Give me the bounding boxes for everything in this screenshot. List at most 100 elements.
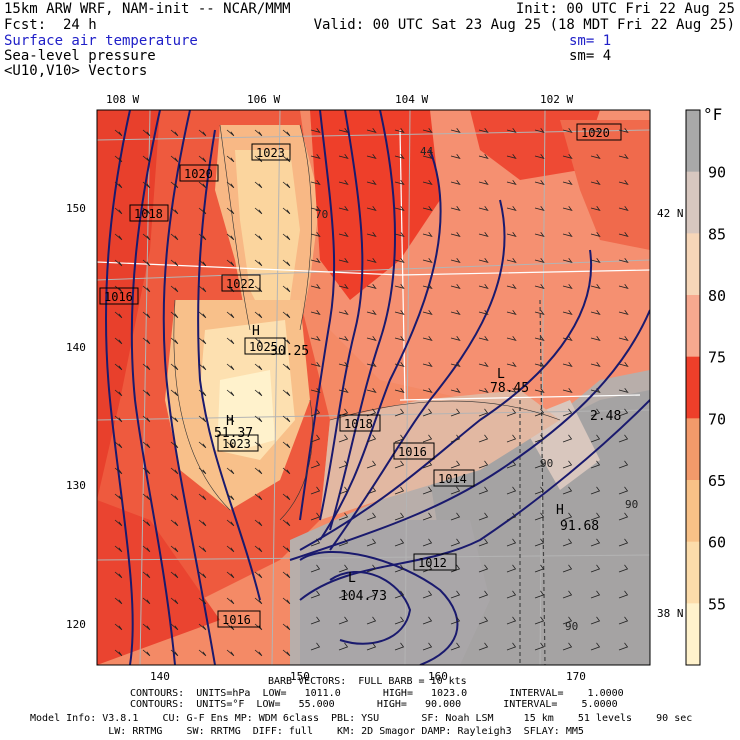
wind-barb: [170, 155, 179, 163]
wind-barb: [338, 258, 349, 263]
wind-barb: [506, 616, 517, 625]
wind-barb: [282, 285, 291, 293]
wind-barb: [254, 311, 263, 319]
wind-barb: [534, 538, 545, 547]
wind-barb: [450, 460, 461, 469]
colorbar-label: 85: [708, 225, 726, 243]
wind-barb: [506, 284, 517, 289]
wind-barb: [450, 564, 461, 573]
wind-barb: [422, 128, 433, 133]
wind-barb: [478, 460, 489, 469]
wind-barb: [590, 642, 601, 651]
wind-barb: [478, 434, 489, 443]
wind-barb: [170, 363, 179, 371]
wind-barb: [366, 590, 377, 599]
wind-barb: [226, 571, 235, 579]
wind-barb: [562, 336, 573, 341]
wind-barb: [142, 571, 151, 579]
wind-barb: [338, 362, 349, 367]
wind-barb: [338, 486, 349, 495]
wind-barb: [618, 362, 629, 367]
svg-text:1025: 1025: [249, 340, 278, 354]
wind-barb: [562, 486, 573, 495]
wind-barb: [394, 460, 405, 469]
wind-barb: [590, 128, 601, 133]
colorbar: °F 90 85 80 75 70 65 60 55: [685, 105, 726, 666]
wind-barb: [226, 597, 235, 605]
colorbar-swatch: [686, 480, 700, 543]
wind-barb: [618, 336, 629, 341]
colorbar-label: 90: [708, 164, 726, 182]
svg-text:160: 160: [428, 670, 448, 683]
wind-barb: [170, 181, 179, 189]
wind-barb: [562, 564, 573, 573]
wind-barb: [310, 206, 321, 211]
wind-barb: [198, 441, 207, 449]
svg-text:130: 130: [66, 479, 86, 492]
svg-text:H: H: [556, 503, 564, 518]
wind-barb: [450, 258, 461, 263]
wind-barb: [478, 642, 489, 651]
colorbar-label: 75: [708, 349, 726, 367]
svg-text:140: 140: [150, 670, 170, 683]
wind-barb: [506, 408, 517, 417]
wind-barb: [142, 545, 151, 553]
wind-barb: [114, 519, 123, 527]
state-boundaries: [97, 129, 650, 665]
wind-barb: [366, 206, 377, 211]
wind-barb: [198, 311, 207, 319]
wind-barb: [394, 538, 405, 547]
wind-barb: [142, 363, 151, 371]
wind-barb: [478, 590, 489, 599]
wind-barb: [338, 460, 349, 469]
wind-barb: [366, 564, 377, 573]
wind-barb: [534, 284, 545, 289]
wind-barb: [198, 233, 207, 241]
wind-barb: [394, 408, 405, 417]
wind-barb: [198, 389, 207, 397]
wind-barb: [226, 493, 235, 501]
wind-barb: [226, 363, 235, 371]
wind-barb: [142, 207, 151, 215]
wind-barb: [170, 337, 179, 345]
wind-barb: [366, 154, 377, 159]
wind-barb: [170, 285, 179, 293]
wind-barb: [338, 434, 349, 443]
wind-barb: [422, 336, 433, 341]
map-border: [96, 109, 651, 666]
wind-barb: [394, 388, 405, 393]
field3-name: <U10,V10> Vectors: [4, 63, 148, 79]
wind-barb: [170, 311, 179, 319]
wind-barb: [422, 434, 433, 443]
field1-smooth: sm= 1: [569, 33, 612, 49]
svg-text:108 W: 108 W: [106, 93, 139, 106]
wind-barb: [142, 597, 151, 605]
svg-text:1023: 1023: [222, 437, 251, 451]
wind-barb: [534, 642, 545, 651]
wind-barb: [114, 233, 123, 241]
wind-barb: [282, 259, 291, 267]
wind-barb: [338, 206, 349, 211]
wind-barb: [422, 538, 433, 547]
svg-text:102 W: 102 W: [540, 93, 573, 106]
wind-barb: [506, 538, 517, 547]
wind-barb: [282, 441, 291, 449]
wind-barb: [590, 434, 601, 443]
wind-barb: [534, 434, 545, 443]
wind-barb: [478, 180, 489, 185]
wind-barb: [618, 206, 629, 211]
wind-barb: [366, 336, 377, 341]
svg-text:1012: 1012: [418, 556, 447, 570]
wind-barb: [394, 434, 405, 443]
wind-barb: [226, 337, 235, 345]
svg-text:1016: 1016: [222, 613, 251, 627]
wind-barb: [422, 258, 433, 263]
wind-barb: [590, 564, 601, 573]
wind-barb: [282, 623, 291, 631]
wind-barb: [534, 258, 545, 263]
wind-barb: [142, 623, 151, 631]
wind-barb: [170, 389, 179, 397]
wind-barb: [534, 408, 545, 417]
wind-barb: [450, 362, 461, 367]
wind-barb: [198, 337, 207, 345]
